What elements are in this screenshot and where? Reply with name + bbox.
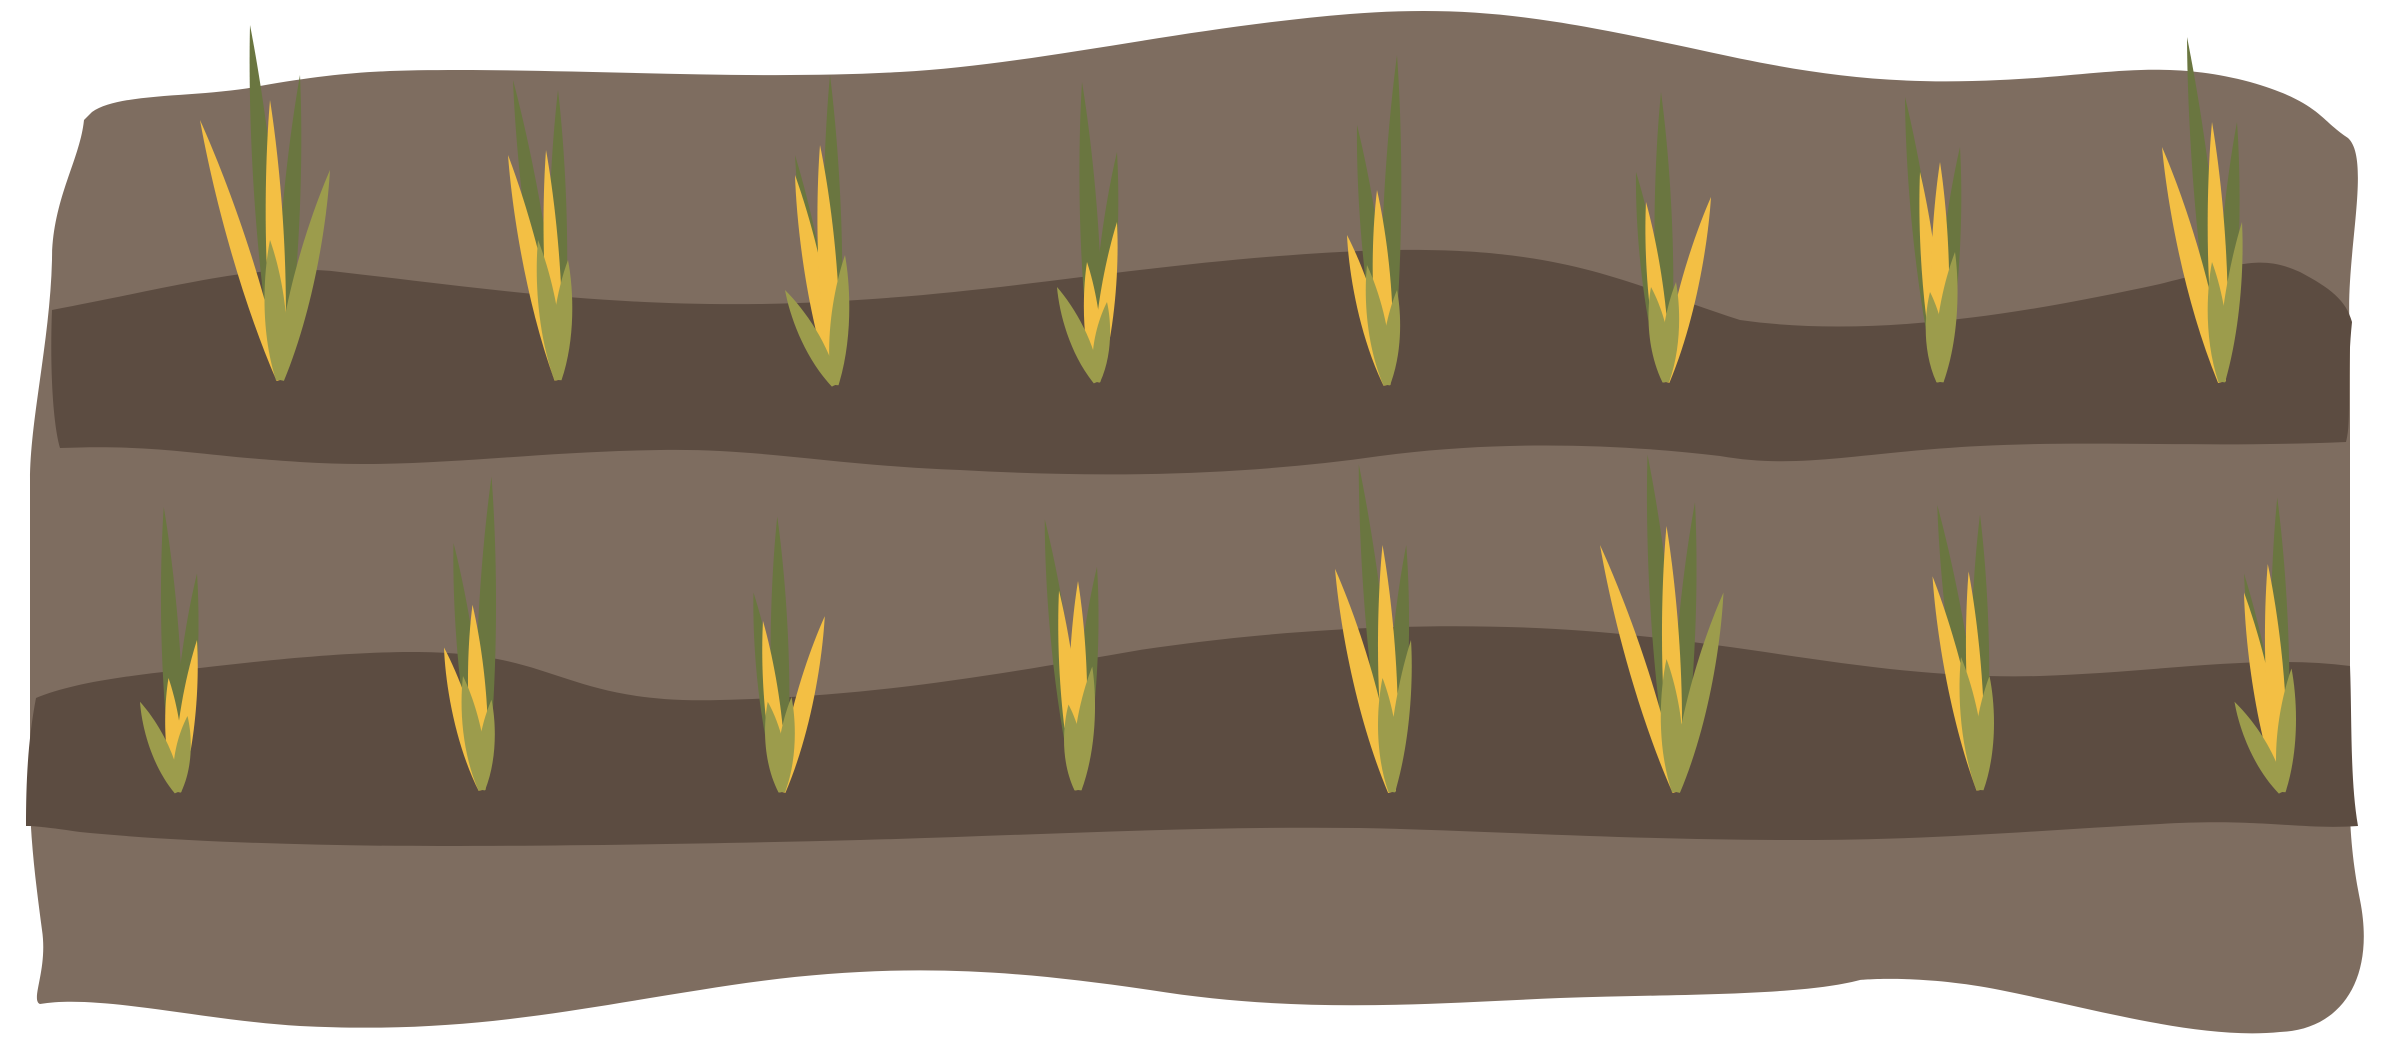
leaf [276,170,330,381]
leaf [1974,676,1994,791]
leaf [2218,222,2243,383]
rice-plant [140,507,199,794]
rice-plant [1057,82,1119,384]
top-row [200,25,2243,387]
leaf [1661,282,1680,383]
leaf [1073,666,1096,791]
leaf [552,260,573,381]
soil-bed [26,11,2364,1034]
leaf [2234,701,2286,794]
leaf [173,716,191,793]
bottom-row [140,454,2297,794]
light-soil [29,11,2364,1034]
leaf [1600,545,1680,794]
rice-plant [1335,464,1412,793]
dark-furrow-bottom [26,626,2358,846]
rice-plant [2234,497,2297,794]
rice-plant [1347,55,1402,386]
plant-rows [140,25,2297,794]
leaf [1388,640,1412,793]
leaf [1092,302,1111,383]
rice-plant [1635,92,1711,383]
rice-plant [508,80,573,381]
leaf [200,120,284,382]
leaf [1057,287,1101,384]
leaf [264,240,288,381]
rice-plant [1600,454,1724,794]
rice-plant [1932,505,1994,791]
rice-plant [1044,519,1099,791]
leaf [1672,592,1724,793]
leaf [777,697,795,793]
rice-plant [1905,97,1962,383]
leaf [1660,659,1684,793]
leaf [1935,252,1958,383]
leaf [477,699,495,791]
rice-plant [2162,37,2243,383]
leaf [829,255,850,386]
leaf [785,290,839,387]
dark-furrow-top [51,249,2353,475]
leaf [1382,290,1401,386]
rice-plant [200,25,330,382]
rice-plant [753,516,825,793]
rice-plant [444,476,497,791]
leaf [2276,668,2297,793]
leaf [140,701,182,794]
rice-plant [785,75,850,387]
